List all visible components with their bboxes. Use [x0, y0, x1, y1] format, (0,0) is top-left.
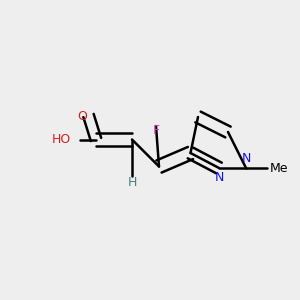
Text: N: N — [241, 152, 251, 165]
Text: Me: Me — [269, 161, 288, 175]
Text: O: O — [78, 110, 87, 122]
Text: HO: HO — [52, 133, 71, 146]
Text: N: N — [214, 171, 224, 184]
Text: H: H — [127, 176, 137, 189]
Text: F: F — [152, 124, 160, 137]
